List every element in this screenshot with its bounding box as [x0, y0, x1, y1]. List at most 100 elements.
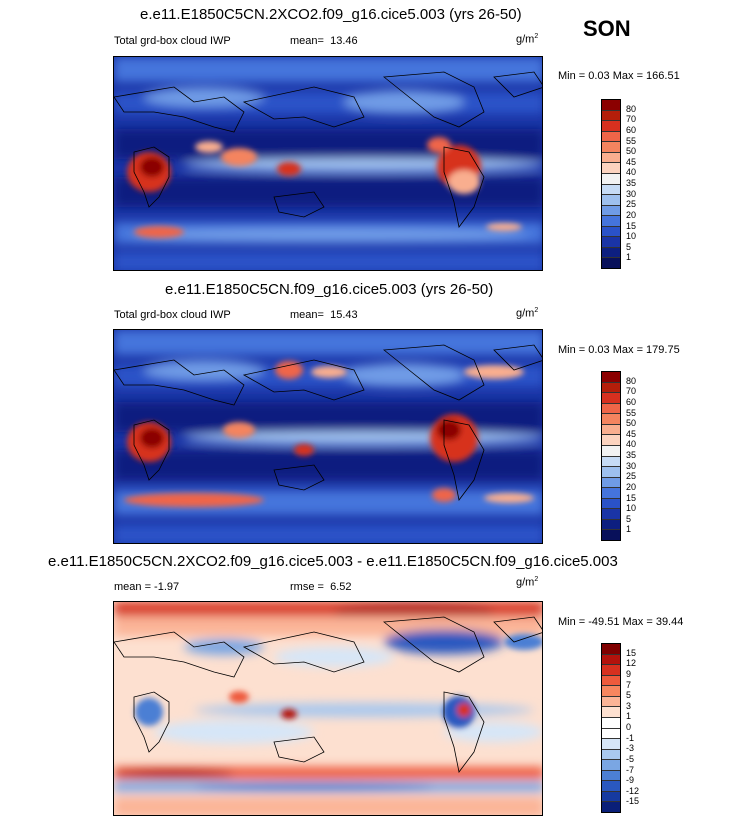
colorbar-tick-label: 50: [626, 146, 637, 157]
colorbar-tick-label: 20: [626, 209, 637, 220]
colorbar-swatch: [602, 509, 620, 520]
colorbar-swatch: [602, 791, 620, 803]
panel-1-minmax: Min = 0.03 Max = 166.51: [558, 70, 680, 82]
colorbar-tick-label: 50: [626, 418, 637, 429]
colorbar-swatch: [602, 216, 620, 227]
panel-1-colorbar: 80 70 60 55 50 45 40 35 30 25 20 15 10 5 1: [601, 99, 651, 269]
colorbar-swatch: [602, 226, 620, 238]
colorbar-swatch: [602, 382, 620, 394]
colorbar-tick-label: -7: [626, 764, 635, 775]
panel-3-map: [113, 601, 543, 816]
colorbar-tick-label: -3: [626, 743, 635, 754]
colorbar-swatch: [602, 424, 620, 436]
colorbar-tick-label: 10: [626, 503, 637, 514]
colorbar-swatch: [602, 696, 620, 708]
colorbar-swatch: [602, 163, 620, 174]
colorbar-swatch: [602, 519, 620, 531]
colorbar-tick-label: 30: [626, 460, 637, 471]
colorbar-swatch: [602, 372, 620, 383]
colorbar-swatch: [602, 100, 620, 111]
colorbar-tick-label: -15: [626, 796, 640, 807]
colorbar-tick-label: 15: [626, 647, 637, 658]
panel-3-colorbar: 15 12 9 7 5 3 1 0 -1 -3 -5 -7 -9 -12 -15: [601, 643, 651, 813]
colorbar-tick-label: 1: [626, 524, 632, 535]
season-label: SON: [583, 16, 631, 41]
colorbar-swatch: [602, 728, 620, 740]
colorbar-tick-label: 15: [626, 220, 637, 231]
panel-1-variable-label: Total grd-box cloud IWP: [114, 35, 231, 47]
colorbar-tick-label: 60: [626, 396, 637, 407]
colorbar-swatch: [602, 258, 620, 268]
colorbar-tick-label: -12: [626, 785, 640, 796]
colorbar-tick-label: 55: [626, 135, 637, 146]
colorbar-tick-label: 3: [626, 700, 632, 711]
colorbar-swatch: [602, 184, 620, 196]
colorbar-swatch: [602, 445, 620, 457]
colorbar-swatch: [602, 205, 620, 217]
colorbar-tick-label: 60: [626, 124, 637, 135]
colorbar-tick-label: 70: [626, 114, 637, 125]
colorbar-tick-label: 55: [626, 407, 637, 418]
colorbar-tick-label: 25: [626, 199, 637, 210]
colorbar-swatch: [602, 530, 620, 540]
panel-2-mean: mean= 15.43: [290, 309, 358, 321]
colorbar-tick-label: 80: [626, 375, 637, 386]
colorbar-tick-label: 5: [626, 690, 632, 701]
colorbar-swatch: [602, 142, 620, 153]
colorbar-swatch: [602, 152, 620, 164]
colorbar-tick-label: 70: [626, 386, 637, 397]
colorbar-swatch: [602, 707, 620, 718]
colorbar-tick-label: 9: [626, 668, 632, 679]
colorbar-swatch: [602, 488, 620, 499]
colorbar-swatch: [602, 131, 620, 143]
colorbar-swatch: [602, 247, 620, 259]
colorbar-tick-label: -9: [626, 775, 635, 786]
colorbar-tick-label: 35: [626, 178, 637, 188]
colorbar-swatch: [602, 675, 620, 687]
colorbar-swatch: [602, 770, 620, 782]
colorbar-swatch: [602, 403, 620, 415]
colorbar-tick-label: 1: [626, 252, 632, 263]
colorbar-tick-label: 7: [626, 679, 632, 690]
colorbar-tick-label: 80: [626, 103, 637, 114]
colorbar-swatch: [602, 760, 620, 771]
colorbar-swatch: [602, 749, 620, 761]
panel-1-unit: g/m2: [516, 33, 539, 46]
colorbar-swatch: [602, 717, 620, 729]
panel-3-mean: mean = -1.97: [114, 581, 180, 593]
colorbar-tick-label: 30: [626, 188, 637, 199]
colorbar-swatch: [602, 456, 620, 468]
colorbar-swatch: [602, 121, 620, 132]
colorbar-tick-label: -5: [626, 753, 635, 764]
colorbar-swatch: [602, 173, 620, 185]
colorbar-swatch: [602, 237, 620, 248]
colorbar-tick-label: 40: [626, 439, 637, 450]
panel-2-minmax: Min = 0.03 Max = 179.75: [558, 344, 680, 356]
panel-2-map-field: [114, 330, 542, 543]
colorbar-tick-label: 25: [626, 471, 637, 482]
panel-2-colorbar: 80 70 60 55 50 45 40 35 30 25 20 15 10 5 1: [601, 371, 651, 541]
colorbar-swatch: [602, 644, 620, 655]
colorbar-swatch: [602, 781, 620, 792]
colorbar-swatch: [602, 414, 620, 425]
panel-3-unit: g/m2: [516, 576, 539, 589]
panel-2-title: e.e11.E1850C5CN.f09_g16.cice5.003 (yrs 2…: [165, 281, 494, 298]
colorbar-swatch: [602, 665, 620, 676]
panel-2-map: [113, 329, 543, 544]
colorbar-tick-label: 5: [626, 241, 632, 252]
colorbar-tick-label: 45: [626, 428, 637, 439]
panel-2-unit: g/m2: [516, 307, 539, 320]
panel-3-map-field: [114, 602, 542, 815]
colorbar-tick-label: 35: [626, 450, 637, 460]
panel-1-title: e.e11.E1850C5CN.2XCO2.f09_g16.cice5.003 …: [140, 6, 522, 23]
panel-3-title: e.e11.E1850C5CN.2XCO2.f09_g16.cice5.003 …: [48, 553, 618, 570]
colorbar-tick-label: 12: [626, 658, 637, 669]
colorbar-tick-label: 20: [626, 481, 637, 492]
colorbar-swatch: [602, 802, 620, 812]
colorbar-tick-label: 45: [626, 156, 637, 167]
panel-2-variable-label: Total grd-box cloud IWP: [114, 309, 231, 321]
colorbar-swatch: [602, 195, 620, 206]
colorbar-swatch: [602, 393, 620, 404]
colorbar-tick-label: 10: [626, 231, 637, 242]
panel-1-mean: mean= 13.46: [290, 35, 358, 47]
